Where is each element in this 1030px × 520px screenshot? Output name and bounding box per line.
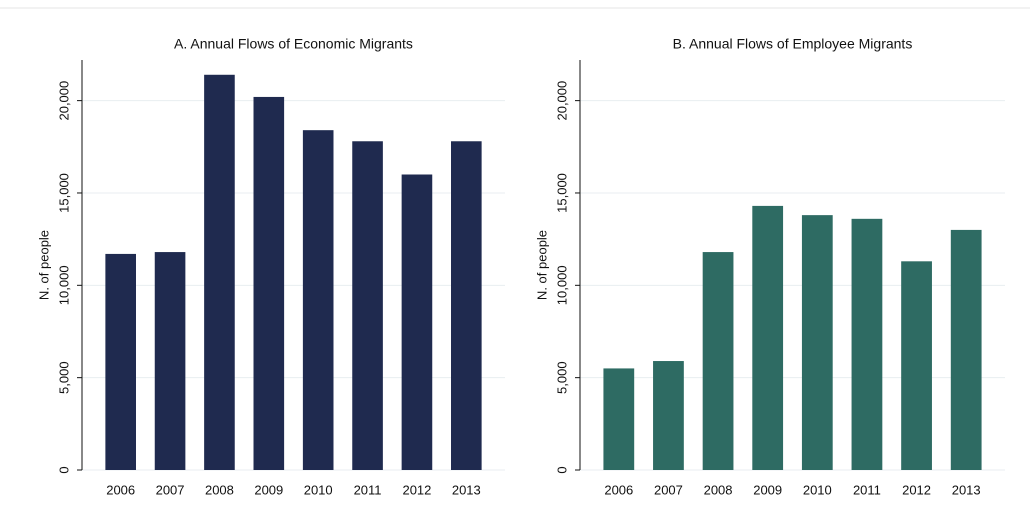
bar: [653, 361, 684, 470]
x-tick-label: 2013: [452, 482, 481, 497]
x-tick-label: 2010: [803, 482, 832, 497]
y-tick-label: 15,000: [56, 173, 71, 213]
bar: [154, 252, 186, 470]
chart-title: B. Annual Flows of Employee Migrants: [673, 36, 913, 52]
y-tick-label: 0: [554, 466, 569, 473]
x-tick-label: 2011: [853, 482, 881, 497]
x-tick-label: 2009: [753, 482, 782, 497]
y-tick-label: 15,000: [554, 173, 569, 213]
bar: [105, 253, 136, 470]
bar: [702, 252, 734, 470]
x-tick-label: 2011: [354, 482, 382, 497]
bar: [302, 130, 334, 470]
bar: [253, 96, 285, 470]
bar: [801, 215, 833, 470]
x-tick-label: 2008: [205, 482, 234, 497]
x-tick-label: 2006: [106, 482, 135, 497]
y-tick-label: 10,000: [554, 265, 569, 305]
x-tick-label: 2008: [704, 482, 733, 497]
x-tick-label: 2006: [604, 482, 633, 497]
x-tick-label: 2012: [902, 482, 931, 497]
y-axis-label: N. of people: [36, 230, 51, 300]
y-tick-label: 20,000: [56, 81, 71, 121]
bar: [752, 205, 784, 471]
x-tick-label: 2007: [654, 482, 683, 497]
bar: [901, 261, 932, 470]
y-tick-label: 5,000: [56, 361, 71, 394]
bar: [603, 368, 635, 470]
y-axis-label: N. of people: [534, 230, 549, 300]
bar: [204, 74, 235, 470]
bar: [352, 141, 383, 470]
x-tick-label: 2010: [304, 482, 333, 497]
x-tick-label: 2013: [952, 482, 981, 497]
y-tick-label: 5,000: [554, 361, 569, 394]
x-tick-label: 2009: [254, 482, 283, 497]
y-tick-label: 0: [56, 466, 71, 473]
bar: [451, 141, 482, 470]
bar: [851, 218, 883, 470]
chart-title: A. Annual Flows of Economic Migrants: [174, 36, 413, 52]
y-tick-label: 10,000: [56, 265, 71, 305]
bar: [950, 229, 982, 470]
y-tick-label: 20,000: [554, 81, 569, 121]
x-tick-label: 2012: [402, 482, 431, 497]
x-tick-label: 2007: [156, 482, 185, 497]
bar: [401, 174, 433, 470]
